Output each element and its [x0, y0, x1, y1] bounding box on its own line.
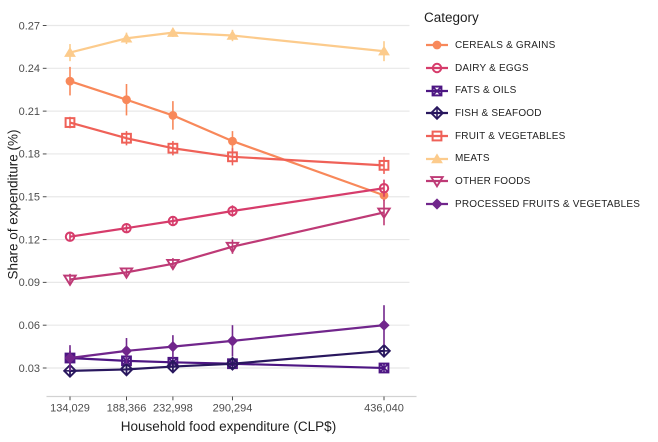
data-point-marker	[64, 47, 76, 57]
legend-item: FRUIT & VEGETABLES	[424, 125, 640, 148]
data-point-marker	[167, 142, 179, 154]
data-point-marker	[65, 76, 75, 86]
data-point-marker	[431, 85, 443, 97]
data-point-marker	[64, 231, 76, 242]
data-point-marker	[227, 151, 238, 163]
data-point-marker	[167, 215, 179, 227]
data-point-marker	[120, 345, 133, 357]
data-point-marker	[378, 45, 390, 56]
legend-item-label: FISH & SEAFOOD	[455, 107, 542, 119]
data-point-marker	[64, 352, 76, 364]
legend-item: OTHER FOODS	[424, 170, 640, 193]
y-tick-label: 0.06	[19, 320, 40, 332]
legend-item-label: DAIRY & EGGS	[455, 62, 529, 74]
series-line	[69, 80, 385, 197]
legend-key-icon	[426, 153, 448, 163]
legend-item: FATS & OILS	[424, 79, 640, 102]
series-line	[69, 324, 385, 360]
y-tick-label: 0.24	[19, 63, 40, 75]
data-point-marker	[226, 29, 239, 40]
legend-item-label: MEATS	[455, 153, 490, 165]
data-point-marker	[225, 241, 240, 254]
data-point-marker	[378, 159, 390, 171]
data-point-marker	[376, 207, 392, 220]
data-point-marker	[431, 153, 443, 163]
legend-key-icon	[426, 198, 448, 210]
series-line	[69, 187, 385, 238]
y-tick-label: 0.09	[19, 277, 40, 289]
legend-key-icon	[426, 176, 448, 189]
series-line	[69, 121, 385, 167]
data-point-marker	[165, 258, 181, 271]
y-tick-label: 0.12	[19, 234, 40, 246]
legend-items: CEREALS & GRAINS DAIRY & EGGS FATS & OILS F…	[424, 34, 640, 216]
legend-key-icon	[426, 40, 448, 50]
x-tick-label: 134,029	[50, 403, 90, 415]
legend-key-icon	[426, 85, 448, 97]
data-point-marker	[119, 362, 134, 377]
series-other-foods	[62, 199, 392, 287]
legend-item-label: CEREALS & GRAINS	[455, 39, 556, 51]
x-tick-label: 290,294	[213, 403, 253, 415]
data-point-marker	[431, 198, 443, 210]
y-tick-label: 0.03	[19, 363, 40, 375]
series-line	[69, 31, 385, 54]
legend-item-label: OTHER FOODS	[455, 175, 531, 187]
legend-item-label: FRUIT & VEGETABLES	[455, 130, 566, 142]
data-point-marker	[225, 356, 240, 371]
data-point-marker	[62, 274, 78, 287]
data-point-marker	[167, 340, 179, 353]
legend-title: Category	[424, 10, 479, 25]
data-point-marker	[376, 343, 392, 359]
data-point-marker	[378, 182, 390, 194]
data-point-marker	[121, 222, 132, 234]
series-fruit-vegetables	[64, 116, 390, 174]
data-point-marker	[432, 40, 442, 50]
data-point-marker	[165, 359, 181, 374]
data-point-marker	[120, 32, 133, 43]
y-tick-label: 0.15	[19, 192, 40, 204]
legend-item: PROCESSED FRUITS & VEGETABLES	[424, 193, 640, 216]
series-meats	[64, 27, 390, 62]
legend-key-icon	[426, 106, 448, 121]
y-axis-title: Share of expenditure (%)	[5, 129, 21, 280]
x-tick-label: 436,040	[364, 403, 404, 415]
legend-item: MEATS	[424, 147, 640, 170]
legend-key-icon	[426, 62, 448, 74]
legend-key-icon	[426, 130, 448, 142]
legend-item: CEREALS & GRAINS	[424, 34, 640, 57]
data-point-marker	[429, 106, 445, 121]
data-point-marker	[228, 136, 237, 146]
data-point-marker	[378, 362, 390, 374]
data-point-marker	[119, 267, 134, 280]
data-point-marker	[168, 111, 178, 120]
legend-item-label: PROCESSED FRUITS & VEGETABLES	[455, 198, 641, 210]
data-point-marker	[227, 205, 238, 217]
y-tick-label: 0.18	[19, 149, 40, 161]
data-point-marker	[166, 27, 179, 37]
series-dairy-eggs	[64, 179, 390, 242]
legend: Category CEREALS & GRAINS DAIRY & EGGS FAT…	[424, 10, 640, 216]
series-fish-seafood	[62, 343, 392, 378]
y-tick-label: 0.21	[19, 106, 40, 118]
data-point-marker	[431, 130, 443, 142]
data-point-marker	[64, 117, 76, 128]
data-point-marker	[378, 319, 390, 331]
legend-item: FISH & SEAFOOD	[424, 102, 640, 125]
series-line	[69, 211, 385, 281]
legend-item-label: FATS & OILS	[455, 85, 517, 97]
data-point-marker	[122, 95, 131, 105]
data-point-marker	[226, 335, 239, 347]
x-tick-label: 188,366	[107, 403, 147, 415]
data-point-marker	[429, 176, 445, 189]
legend-item: DAIRY & EGGS	[424, 57, 640, 80]
series-processed-fruits-vegetables	[64, 305, 390, 371]
data-point-marker	[431, 62, 443, 74]
x-axis-title: Household food expenditure (CLP$)	[120, 419, 337, 434]
y-tick-label: 0.27	[19, 20, 40, 32]
x-tick-label: 232,998	[153, 403, 193, 415]
data-point-marker	[121, 132, 132, 144]
